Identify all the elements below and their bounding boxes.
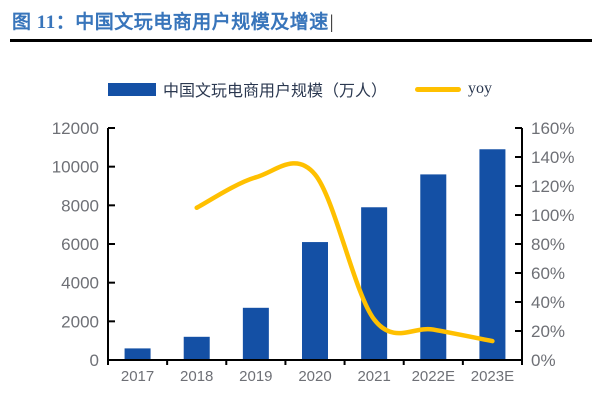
legend-line-label: yoy (468, 80, 492, 97)
x-tick-label: 2018 (180, 368, 213, 385)
chart-legend: 中国文玩电商用户规模（万人） yoy (0, 77, 600, 101)
y-left-tick-label: 2000 (61, 312, 99, 331)
x-tick-label: 2022E (412, 368, 455, 385)
y-left-tick-label: 6000 (61, 235, 99, 254)
y-right-tick-label: 120% (531, 177, 574, 196)
bar-2017 (124, 348, 151, 360)
yoy-line (194, 161, 495, 344)
y-right-tick-label: 0% (531, 351, 556, 370)
y-left-tick-label: 8000 (61, 196, 99, 215)
y-right-tick-label: 20% (531, 322, 565, 341)
x-tick-label: 2019 (239, 368, 272, 385)
legend-item-yoy: yoy (415, 80, 492, 98)
y-right-tick-label: 80% (531, 235, 565, 254)
bar-2020 (302, 242, 328, 360)
legend-bar-swatch (107, 82, 156, 96)
y-right-tick-label: 160% (531, 119, 574, 138)
y-right-tick-label: 40% (531, 293, 565, 312)
y-right-tick-label: 100% (531, 206, 574, 225)
bar-2023E (479, 149, 506, 360)
y-left-tick-label: 4000 (61, 274, 99, 293)
bar-2019 (242, 307, 269, 360)
y-left-tick-label: 12000 (52, 119, 99, 138)
text-cursor: | (329, 12, 335, 33)
legend-item-users: 中国文玩电商用户规模（万人） (107, 77, 387, 101)
y-left-tick-label: 10000 (52, 158, 99, 177)
figure-title: 图 11：中国文玩电商用户规模及增速| (12, 7, 334, 34)
bar-2018 (183, 336, 210, 360)
y-left-tick-label: 0 (90, 351, 99, 370)
title-underline (10, 39, 592, 42)
x-tick-label: 2021 (357, 368, 390, 385)
x-tick-label: 2020 (298, 368, 331, 385)
legend-bar-label: 中国文玩电商用户规模（万人） (162, 83, 387, 100)
figure-title-text: 图 11：中国文玩电商用户规模及增速 (12, 12, 329, 33)
x-tick-label: 2017 (121, 368, 154, 385)
legend-line-swatch (415, 86, 461, 92)
x-tick-label: 2023E (471, 368, 514, 385)
y-right-tick-label: 140% (531, 148, 574, 167)
bar-2021 (361, 207, 388, 360)
y-right-tick-label: 60% (531, 264, 565, 283)
